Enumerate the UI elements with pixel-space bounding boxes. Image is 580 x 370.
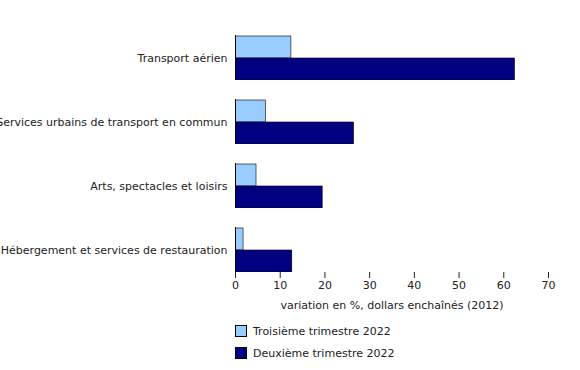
- svg-text:Hébergement et services de res: Hébergement et services de restauration: [1, 244, 228, 257]
- html-text:Troisième trimestre 2022: Troisième trimestre 2022: [253, 324, 391, 338]
- svg-text:60: 60: [497, 279, 511, 292]
- svg-text:10: 10: [273, 279, 287, 292]
- html-text:Deuxième trimestre 2022: Deuxième trimestre 2022: [253, 346, 395, 360]
- svg-text:Transport aérien: Transport aérien: [137, 52, 228, 65]
- svg-text:variation en %, dollars enchaî: variation en %, dollars enchaînés (2012): [280, 299, 503, 312]
- svg-text:50: 50: [452, 279, 466, 292]
- svg-text:0: 0: [232, 279, 239, 292]
- svg-text:Services urbains de transport: Services urbains de transport en commun: [0, 116, 228, 129]
- svg-text:30: 30: [363, 279, 377, 292]
- svg-text:20: 20: [318, 279, 332, 292]
- svg-text:40: 40: [407, 279, 421, 292]
- svg-text:70: 70: [542, 279, 556, 292]
- svg-text:Arts, spectacles et loisirs: Arts, spectacles et loisirs: [90, 180, 227, 193]
